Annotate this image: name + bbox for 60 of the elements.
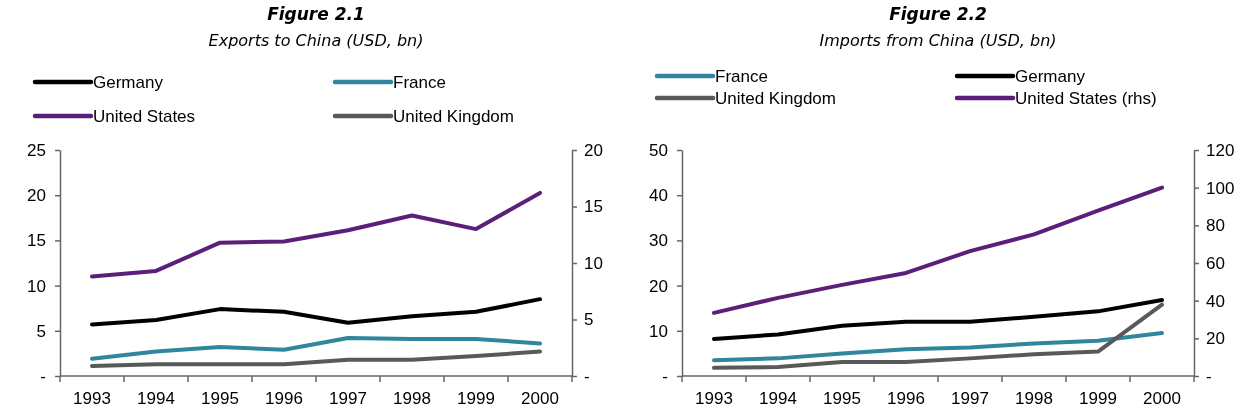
x-tick-label: 1995	[823, 389, 861, 408]
line-series	[90, 297, 542, 327]
y2-tick-label: 20	[1206, 329, 1225, 349]
y2-tick-label: 120	[1206, 140, 1235, 160]
y-tick-label: -	[40, 366, 46, 386]
y-tick-label: 50	[649, 140, 668, 160]
y2-tick-label: 5	[584, 310, 594, 330]
x-tick-label: 1995	[201, 389, 239, 408]
line-series	[712, 331, 1164, 363]
y2-tick-label: 20	[584, 140, 603, 160]
x-tick-label: 1999	[457, 389, 495, 408]
line-series	[712, 185, 1164, 315]
y2-tick-label: 15	[584, 197, 603, 217]
y-tick-label: 15	[27, 231, 46, 251]
x-tick-label: 1997	[951, 389, 989, 408]
chart-subtitle: Imports from China (USD, bn)	[819, 31, 1057, 50]
legend-label: Germany	[1015, 67, 1086, 86]
y2-tick-label: 60	[1206, 253, 1225, 273]
y2-tick-label: 10	[584, 253, 603, 273]
y-tick-label: 10	[649, 321, 668, 341]
y-tick-label: 20	[649, 276, 668, 296]
legend-label: United States	[93, 107, 196, 126]
legend-label: United Kingdom	[715, 89, 836, 108]
x-tick-label: 2000	[1143, 389, 1181, 408]
x-tick-label: 1997	[329, 389, 367, 408]
line-series	[712, 298, 1164, 341]
x-tick-label: 1996	[887, 389, 925, 408]
x-tick-label: 1993	[695, 389, 733, 408]
x-tick-label: 1993	[73, 389, 111, 408]
legend-label: United Kingdom	[393, 107, 514, 126]
x-tick-label: 2000	[521, 389, 559, 408]
x-tick-label: 1998	[1015, 389, 1053, 408]
y2-tick-label: 80	[1206, 216, 1225, 236]
y-tick-label: 5	[36, 321, 46, 341]
chart-subtitle: Exports to China (USD, bn)	[208, 31, 424, 50]
line-series	[712, 302, 1164, 370]
y-tick-label: 25	[27, 140, 46, 160]
x-tick-label: 1994	[137, 389, 175, 408]
y2-tick-label: -	[1206, 366, 1212, 386]
x-tick-label: 1998	[393, 389, 431, 408]
line-series	[90, 336, 542, 361]
y-tick-label: -	[662, 366, 668, 386]
y-tick-label: 30	[649, 231, 668, 251]
line-series	[90, 190, 542, 279]
chart-title: Figure 2.1	[267, 4, 365, 24]
y2-tick-label: 100	[1206, 178, 1235, 198]
legend-label: France	[393, 73, 446, 92]
chart-title: Figure 2.2	[889, 4, 987, 24]
y-tick-label: 20	[27, 186, 46, 206]
legend-label: France	[715, 67, 768, 86]
y-tick-label: 40	[649, 186, 668, 206]
y2-tick-label: -	[584, 366, 590, 386]
y2-tick-label: 40	[1206, 291, 1225, 311]
legend-label: Germany	[93, 73, 164, 92]
legend-label: United States (rhs)	[1015, 89, 1157, 108]
x-tick-label: 1994	[759, 389, 797, 408]
x-tick-label: 1996	[265, 389, 303, 408]
x-tick-label: 1999	[1079, 389, 1117, 408]
y-tick-label: 10	[27, 276, 46, 296]
line-series	[90, 349, 542, 369]
